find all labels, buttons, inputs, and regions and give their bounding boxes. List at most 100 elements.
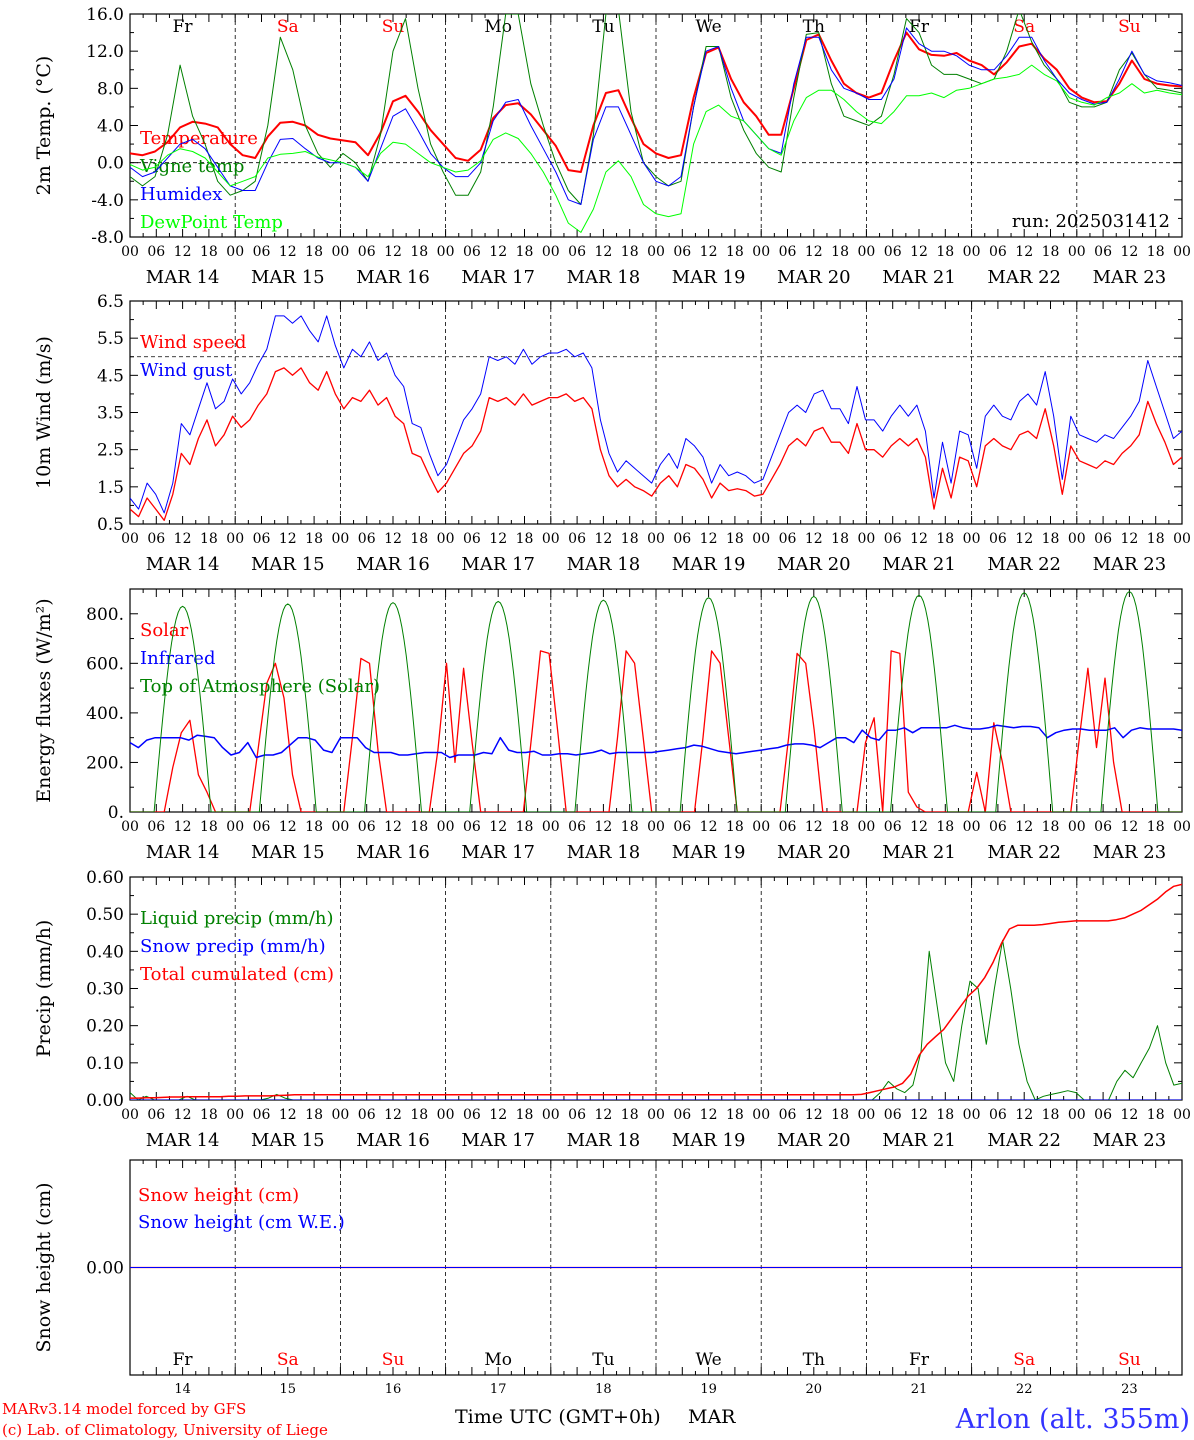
hour-tick-label: 12 <box>489 1107 507 1123</box>
hour-tick-label: 00 <box>1173 244 1191 260</box>
hour-tick-label: 00 <box>121 1107 139 1123</box>
y-tick-label: 400. <box>86 704 124 724</box>
y-tick-label: 200. <box>86 753 124 773</box>
hour-tick-label: 12 <box>384 819 402 835</box>
y-tick-label: 0.20 <box>86 1017 124 1037</box>
day-label: Th <box>803 1350 825 1370</box>
day-number-label: 18 <box>595 1382 612 1397</box>
y-axis-label: 10m Wind (m/s) <box>33 336 55 489</box>
hour-tick-label: 12 <box>1015 819 1033 835</box>
day-label: Fr <box>909 17 930 37</box>
y-tick-label: 1.5 <box>97 478 124 498</box>
y-axis-label: Snow height (cm) <box>33 1182 55 1352</box>
hour-tick-label: 12 <box>1015 244 1033 260</box>
hour-tick-label: 00 <box>857 531 875 547</box>
date-label: MAR 20 <box>777 554 851 575</box>
date-label: MAR 23 <box>1093 1130 1167 1151</box>
hour-tick-label: 06 <box>147 819 165 835</box>
day-label: Sa <box>277 17 299 37</box>
date-label: MAR 18 <box>567 554 641 575</box>
hour-tick-label: 18 <box>1147 819 1165 835</box>
hour-tick-label: 00 <box>331 1107 349 1123</box>
series-line <box>130 64 1182 233</box>
hour-tick-label: 06 <box>147 1107 165 1123</box>
day-label: Tu <box>592 1350 614 1370</box>
hour-tick-label: 06 <box>989 531 1007 547</box>
day-label: Su <box>1118 1350 1141 1370</box>
hour-tick-label: 06 <box>358 531 376 547</box>
hour-tick-label: 18 <box>726 1107 744 1123</box>
legend-entry: Snow height (cm) <box>138 1185 299 1206</box>
day-label: Sa <box>1013 17 1035 37</box>
hour-tick-label: 06 <box>568 531 586 547</box>
hour-tick-label: 12 <box>279 819 297 835</box>
date-label: MAR 21 <box>882 1130 956 1151</box>
panel-4: 0.60 0.50 0.40 0.30 0.20 0.10 0.00 Precip (mm/h… <box>33 868 1191 1151</box>
day-label: Su <box>382 17 405 37</box>
legend-entry: Liquid precip (mm/h) <box>140 908 334 929</box>
hour-tick-label: 18 <box>1042 1107 1060 1123</box>
hour-tick-label: 12 <box>489 244 507 260</box>
hour-tick-label: 00 <box>752 819 770 835</box>
hour-tick-label: 12 <box>700 531 718 547</box>
hour-tick-label: 18 <box>1042 244 1060 260</box>
date-label: MAR 22 <box>987 1130 1061 1151</box>
hour-tick-label: 12 <box>279 1107 297 1123</box>
hour-tick-label: 06 <box>358 244 376 260</box>
hour-tick-label: 18 <box>831 244 849 260</box>
hour-tick-label: 18 <box>305 531 323 547</box>
y-axis-label: Energy fluxes (W/m²) <box>33 598 55 802</box>
hour-tick-label: 18 <box>516 244 534 260</box>
legend-entry: Vigne temp <box>139 156 244 177</box>
y-tick-label: 800. <box>86 605 124 625</box>
hour-tick-label: 18 <box>831 531 849 547</box>
hour-tick-label: 06 <box>147 531 165 547</box>
hour-tick-label: 12 <box>1120 1107 1138 1123</box>
day-number-label: 23 <box>1121 1382 1138 1397</box>
hour-tick-label: 18 <box>1147 531 1165 547</box>
date-label: MAR 19 <box>672 267 746 288</box>
day-label: Sa <box>1013 1350 1035 1370</box>
date-label: MAR 18 <box>567 1130 641 1151</box>
hour-tick-label: 18 <box>516 819 534 835</box>
day-label: Th <box>803 17 825 37</box>
hour-tick-label: 12 <box>174 531 192 547</box>
day-label: Fr <box>173 17 194 37</box>
hour-tick-label: 06 <box>358 1107 376 1123</box>
date-label: MAR 21 <box>882 554 956 575</box>
date-label: MAR 19 <box>672 842 746 863</box>
date-label: MAR 17 <box>461 842 535 863</box>
y-tick-label: 3.5 <box>97 404 124 424</box>
hour-tick-label: 18 <box>410 531 428 547</box>
y-tick-label: 0.10 <box>86 1054 124 1074</box>
hour-tick-label: 12 <box>279 244 297 260</box>
hour-tick-label: 00 <box>752 1107 770 1123</box>
hour-tick-label: 00 <box>542 244 560 260</box>
hour-tick-label: 00 <box>1068 1107 1086 1123</box>
hour-tick-label: 06 <box>884 819 902 835</box>
hour-tick-label: 00 <box>963 531 981 547</box>
date-label: MAR 16 <box>356 267 430 288</box>
hour-tick-label: 12 <box>384 531 402 547</box>
day-number-label: 19 <box>700 1382 717 1397</box>
day-label: Fr <box>173 1350 194 1370</box>
y-tick-label: 600. <box>86 654 124 674</box>
hour-tick-label: 18 <box>726 819 744 835</box>
day-label: Fr <box>909 1350 930 1370</box>
y-tick-label: 4.5 <box>97 366 124 386</box>
date-label: MAR 21 <box>882 842 956 863</box>
series-line <box>130 591 1182 812</box>
hour-tick-label: 12 <box>910 244 928 260</box>
hour-tick-label: 12 <box>594 531 612 547</box>
date-label: MAR 20 <box>777 267 851 288</box>
hour-tick-label: 06 <box>463 244 481 260</box>
series-line <box>130 367 1182 521</box>
date-label: MAR 17 <box>461 554 535 575</box>
hour-tick-label: 06 <box>673 1107 691 1123</box>
date-label: MAR 22 <box>987 842 1061 863</box>
y-tick-label: -8.0 <box>91 228 124 248</box>
series-line <box>130 27 1182 205</box>
y-tick-label: 0. <box>108 803 124 823</box>
hour-tick-label: 12 <box>174 244 192 260</box>
y-tick-label: 0.30 <box>86 980 124 1000</box>
